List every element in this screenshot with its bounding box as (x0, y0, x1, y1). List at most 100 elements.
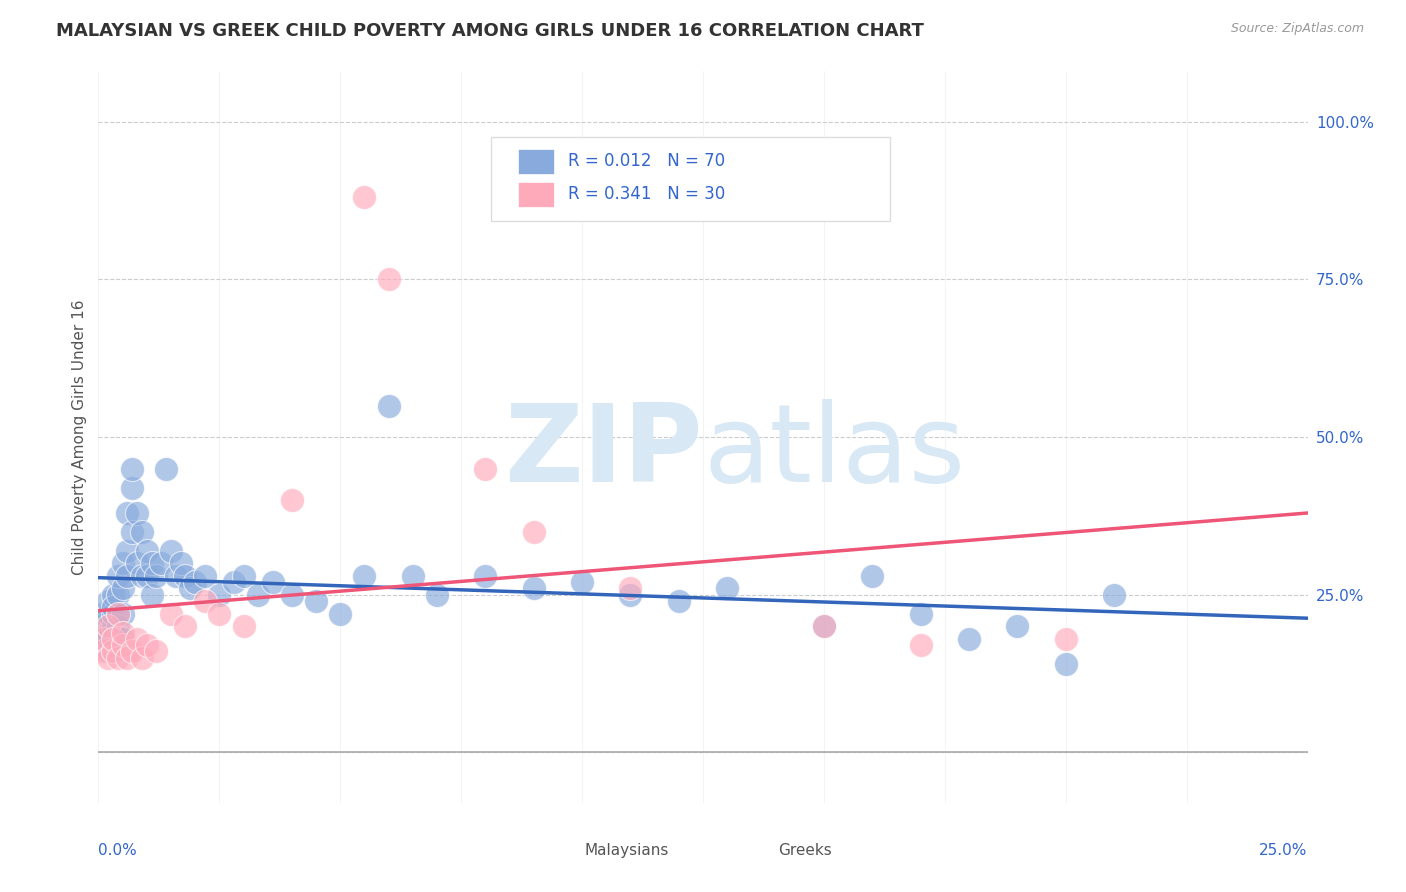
Point (107, 588, 129, 602)
Point (131, 650, 153, 665)
Text: Greeks: Greeks (778, 843, 832, 858)
Point (131, 524, 153, 539)
Point (910, 607, 932, 621)
Point (474, 461, 496, 475)
Point (107, 650, 129, 665)
Text: Malaysians: Malaysians (585, 843, 669, 858)
Point (131, 569, 153, 583)
Point (101, 632, 124, 646)
FancyBboxPatch shape (544, 838, 574, 862)
Point (377, 399, 399, 413)
Point (97, 594, 120, 608)
Text: atlas: atlas (703, 399, 965, 505)
Point (101, 644, 124, 658)
Point (127, 556, 149, 570)
Point (668, 594, 690, 608)
Point (135, 569, 157, 583)
Point (111, 638, 134, 652)
Text: R = 0.012   N = 70: R = 0.012 N = 70 (568, 153, 724, 170)
Point (107, 619, 129, 633)
Point (135, 638, 157, 652)
Point (155, 461, 177, 475)
Point (111, 556, 134, 570)
Point (91, 607, 114, 621)
Point (107, 607, 129, 621)
Point (1054, 657, 1077, 671)
Point (281, 588, 304, 602)
Point (141, 588, 163, 602)
Point (101, 588, 124, 602)
Text: ZIP: ZIP (505, 399, 703, 505)
Point (232, 569, 254, 583)
Point (91, 644, 114, 658)
Point (97, 607, 120, 621)
Point (101, 607, 124, 621)
Point (232, 619, 254, 633)
Point (141, 556, 163, 570)
Point (169, 556, 191, 570)
Point (150, 556, 173, 570)
Point (208, 607, 231, 621)
Point (97, 650, 120, 665)
Point (1102, 588, 1125, 602)
Point (184, 575, 207, 590)
Point (402, 569, 425, 583)
Point (281, 493, 304, 508)
Point (101, 619, 124, 633)
Point (117, 650, 139, 665)
Point (117, 569, 139, 583)
Point (222, 575, 245, 590)
Point (208, 588, 231, 602)
Point (619, 588, 641, 602)
Y-axis label: Child Poverty Among Girls Under 16: Child Poverty Among Girls Under 16 (72, 300, 87, 574)
FancyBboxPatch shape (517, 182, 554, 207)
Point (305, 594, 328, 608)
Point (91, 632, 114, 646)
Point (117, 543, 139, 558)
FancyBboxPatch shape (738, 838, 768, 862)
Point (910, 638, 932, 652)
Point (145, 644, 167, 658)
Point (111, 582, 134, 596)
FancyBboxPatch shape (492, 137, 890, 221)
FancyBboxPatch shape (517, 149, 554, 174)
Point (145, 569, 167, 583)
Point (813, 619, 835, 633)
Point (121, 461, 143, 475)
Point (135, 543, 157, 558)
Point (179, 582, 201, 596)
Point (121, 644, 143, 658)
Point (426, 588, 449, 602)
Point (1054, 632, 1077, 646)
Point (111, 632, 134, 646)
Point (101, 632, 124, 646)
Point (107, 607, 129, 621)
Point (160, 607, 183, 621)
Point (619, 582, 641, 596)
Point (523, 582, 546, 596)
Point (194, 569, 217, 583)
Point (571, 575, 593, 590)
Text: 0.0%: 0.0% (98, 843, 138, 858)
Point (174, 569, 197, 583)
Point (97, 619, 120, 633)
Point (377, 272, 399, 286)
Point (127, 632, 149, 646)
Point (194, 594, 217, 608)
Point (127, 506, 149, 520)
Text: 25.0%: 25.0% (1260, 843, 1308, 858)
Point (474, 569, 496, 583)
Point (91, 632, 114, 646)
Point (121, 524, 143, 539)
Point (174, 619, 197, 633)
Point (117, 506, 139, 520)
Text: R = 0.341   N = 30: R = 0.341 N = 30 (568, 186, 725, 203)
Text: MALAYSIAN VS GREEK CHILD POVERTY AMONG GIRLS UNDER 16 CORRELATION CHART: MALAYSIAN VS GREEK CHILD POVERTY AMONG G… (56, 22, 924, 40)
Point (101, 600, 124, 615)
Point (329, 607, 352, 621)
Point (716, 582, 738, 596)
Point (111, 607, 134, 621)
Point (353, 190, 375, 204)
Point (107, 569, 129, 583)
Point (97, 632, 120, 646)
